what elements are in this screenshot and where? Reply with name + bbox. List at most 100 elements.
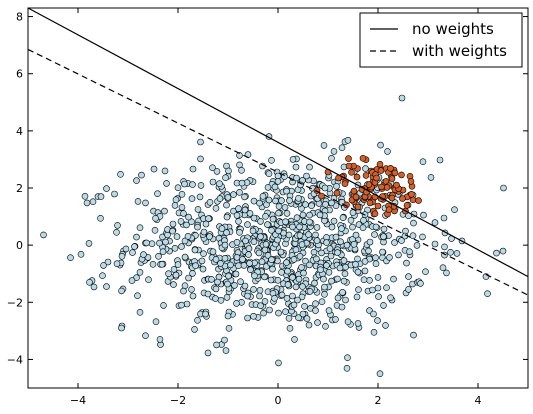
majority-point [268, 157, 275, 164]
majority-point [238, 179, 246, 187]
minority-point [353, 173, 361, 181]
y-tick-label: −4 [7, 353, 23, 366]
majority-point [184, 233, 192, 240]
majority-point [302, 257, 309, 265]
majority-point [338, 144, 346, 151]
majority-point [332, 316, 339, 323]
majority-point [313, 237, 321, 244]
majority-point [181, 180, 188, 188]
majority-point [413, 242, 421, 249]
majority-point [336, 264, 344, 272]
majority-point [271, 183, 279, 191]
majority-point [257, 233, 264, 240]
majority-point [327, 252, 335, 260]
majority-point [321, 184, 329, 192]
majority-point [136, 308, 144, 316]
majority-point [343, 241, 351, 249]
majority-point [216, 195, 224, 202]
majority-point [377, 141, 384, 149]
majority-point [278, 291, 286, 299]
majority-point [268, 256, 275, 264]
majority-point [379, 248, 386, 256]
majority-point [290, 256, 298, 263]
majority-point [283, 210, 291, 217]
majority-point [380, 225, 388, 233]
majority-point [303, 172, 310, 180]
x-tick-label: −2 [170, 394, 186, 407]
majority-point [197, 182, 205, 189]
majority-point [441, 243, 448, 251]
majority-point [181, 237, 189, 245]
majority-point [328, 199, 335, 207]
majority-point [312, 231, 319, 239]
minority-point [385, 206, 393, 213]
majority-point [249, 227, 257, 235]
majority-point [158, 260, 166, 268]
majority-point [326, 245, 334, 252]
majority-point [162, 238, 169, 246]
majority-point [344, 354, 351, 362]
majority-point [362, 165, 369, 172]
majority-point [154, 190, 161, 197]
majority-point [419, 158, 427, 165]
majority-point [325, 268, 333, 276]
minority-point [373, 174, 380, 182]
legend-box [359, 12, 523, 68]
majority-point [244, 314, 251, 322]
majority-point [240, 262, 248, 269]
majority-point [265, 196, 273, 204]
majority-point [318, 298, 326, 306]
majority-point [222, 174, 229, 181]
majority-point [298, 293, 306, 301]
majority-point [197, 155, 204, 163]
majority-point [205, 215, 212, 222]
majority-point [224, 312, 232, 320]
majority-point [439, 264, 447, 272]
majority-point [233, 300, 240, 307]
majority-point [197, 138, 204, 146]
majority-point [361, 267, 369, 275]
minority-point [352, 193, 360, 201]
majority-point [113, 260, 121, 268]
majority-point [306, 163, 313, 171]
majority-point [155, 252, 162, 260]
majority-point [383, 284, 390, 292]
majority-point [213, 341, 220, 349]
majority-point [375, 293, 382, 300]
majority-point [306, 288, 314, 295]
majority-point [343, 364, 351, 372]
majority-point [212, 295, 219, 302]
majority-point [191, 246, 199, 254]
majority-point [322, 322, 329, 330]
majority-point [160, 302, 167, 309]
majority-point [275, 227, 282, 235]
majority-point [178, 204, 186, 211]
minority-point [398, 171, 405, 179]
majority-point [212, 285, 220, 293]
majority-point [237, 278, 244, 286]
majority-point [405, 273, 412, 280]
y-tick-label: −2 [7, 296, 23, 309]
majority-point [292, 246, 300, 253]
majority-point [142, 332, 149, 340]
majority-point [142, 199, 149, 207]
points-layer [40, 94, 507, 378]
x-tick-label: 0 [275, 394, 282, 407]
majority-point [340, 277, 348, 285]
majority-point [199, 265, 207, 273]
majority-point [196, 193, 204, 201]
majority-point [427, 174, 435, 181]
majority-point [338, 303, 346, 311]
majority-point [376, 370, 384, 378]
majority-point [299, 211, 307, 219]
legend: no weights with weights [359, 12, 523, 68]
majority-point [372, 254, 379, 262]
majority-point [366, 276, 373, 284]
majority-point [221, 254, 229, 262]
minority-point [345, 155, 352, 162]
majority-point [245, 251, 252, 258]
majority-point [354, 255, 361, 263]
majority-point [282, 218, 289, 225]
majority-point [300, 269, 307, 277]
majority-point [134, 292, 141, 300]
